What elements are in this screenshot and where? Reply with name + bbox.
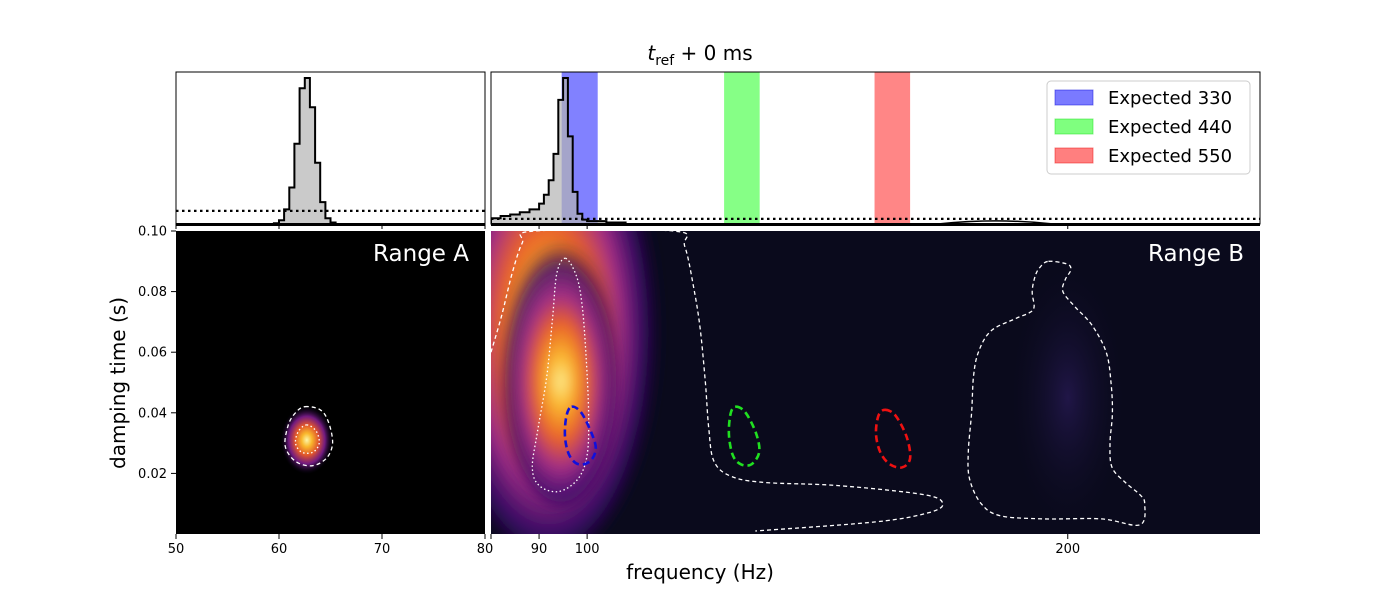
ytick-label: 0.06	[138, 346, 167, 361]
range-a-contour-outer	[284, 405, 334, 467]
label-layer: tref + 0 ms frequency (Hz) damping time …	[106, 41, 774, 584]
legend-box	[1046, 80, 1251, 175]
range-b-label: Range B	[1148, 241, 1244, 267]
title-variable: t	[647, 41, 656, 65]
legend-entry-2: Expected 440	[1108, 117, 1232, 138]
range-b-contour-outer	[491, 231, 944, 532]
range-a-contours	[284, 405, 334, 467]
expected-contour-2	[727, 405, 761, 467]
range-a-label: Range A	[373, 241, 469, 267]
range-a-xtick-label: 60	[271, 542, 288, 557]
x-axis-label: frequency (Hz)	[626, 560, 774, 584]
range-b-density-peak	[498, 231, 623, 508]
range-a-histogram-step	[272, 77, 337, 224]
heatmap-layer	[176, 231, 1260, 534]
legend-swatch-1	[1054, 89, 1094, 106]
range-b-heatmap	[491, 231, 1260, 534]
range-b-xtick-label: 90	[531, 542, 548, 557]
contour-layer: Range A Range B	[284, 231, 1244, 532]
range-b-contour-outer	[967, 260, 1146, 527]
ytick-label: 0.10	[138, 225, 167, 240]
expected-contour-1	[563, 405, 598, 466]
ytick-label: 0.04	[138, 406, 167, 421]
range-a-heatmap	[176, 231, 485, 534]
title-subscript: ref	[655, 53, 675, 69]
ytick-label: 0.08	[138, 285, 167, 300]
range-b-xtick-label: 200	[1055, 542, 1080, 557]
range-a-heatmap-bg	[176, 231, 485, 534]
ytick-label: 0.02	[138, 467, 167, 482]
range-a-xtick-label: 70	[374, 542, 391, 557]
range-a-density-peak	[280, 406, 333, 475]
legend: Expected 330 Expected 440 Expected 550	[1046, 80, 1251, 175]
axes-frames	[175, 71, 1261, 226]
histogram-layer	[176, 72, 1260, 224]
range-b-contours	[491, 231, 1146, 532]
title-rest: + 0 ms	[674, 41, 752, 65]
range-b-histogram	[491, 72, 1260, 224]
expected-band-2	[724, 72, 760, 224]
range-a-histogram	[176, 77, 485, 224]
tick-layer: 50 60 70 80 90 100 200 0.02 0.04 0.06 0.08 0.10	[138, 224, 1080, 557]
legend-swatch-2	[1054, 118, 1094, 135]
legend-swatch-3	[1054, 147, 1094, 164]
range-b-density-faint	[1007, 257, 1128, 534]
expected-contour-3	[874, 408, 912, 469]
legend-entry-3: Expected 550	[1108, 146, 1232, 167]
range-a-xtick-label: 80	[477, 542, 494, 557]
y-axis-label: damping time (s)	[106, 297, 130, 469]
legend-entry-1: Expected 330	[1108, 88, 1232, 109]
range-a-hist-frame	[175, 71, 486, 225]
range-a-contour-inner	[294, 424, 320, 454]
chart-title: tref + 0 ms	[647, 41, 752, 69]
range-a-xtick-label: 50	[168, 542, 185, 557]
expected-band-3	[874, 72, 911, 224]
range-b-contour-inner	[531, 257, 590, 493]
range-b-xtick-label: 100	[575, 542, 600, 557]
range-b-histogram-bump	[937, 220, 1054, 224]
